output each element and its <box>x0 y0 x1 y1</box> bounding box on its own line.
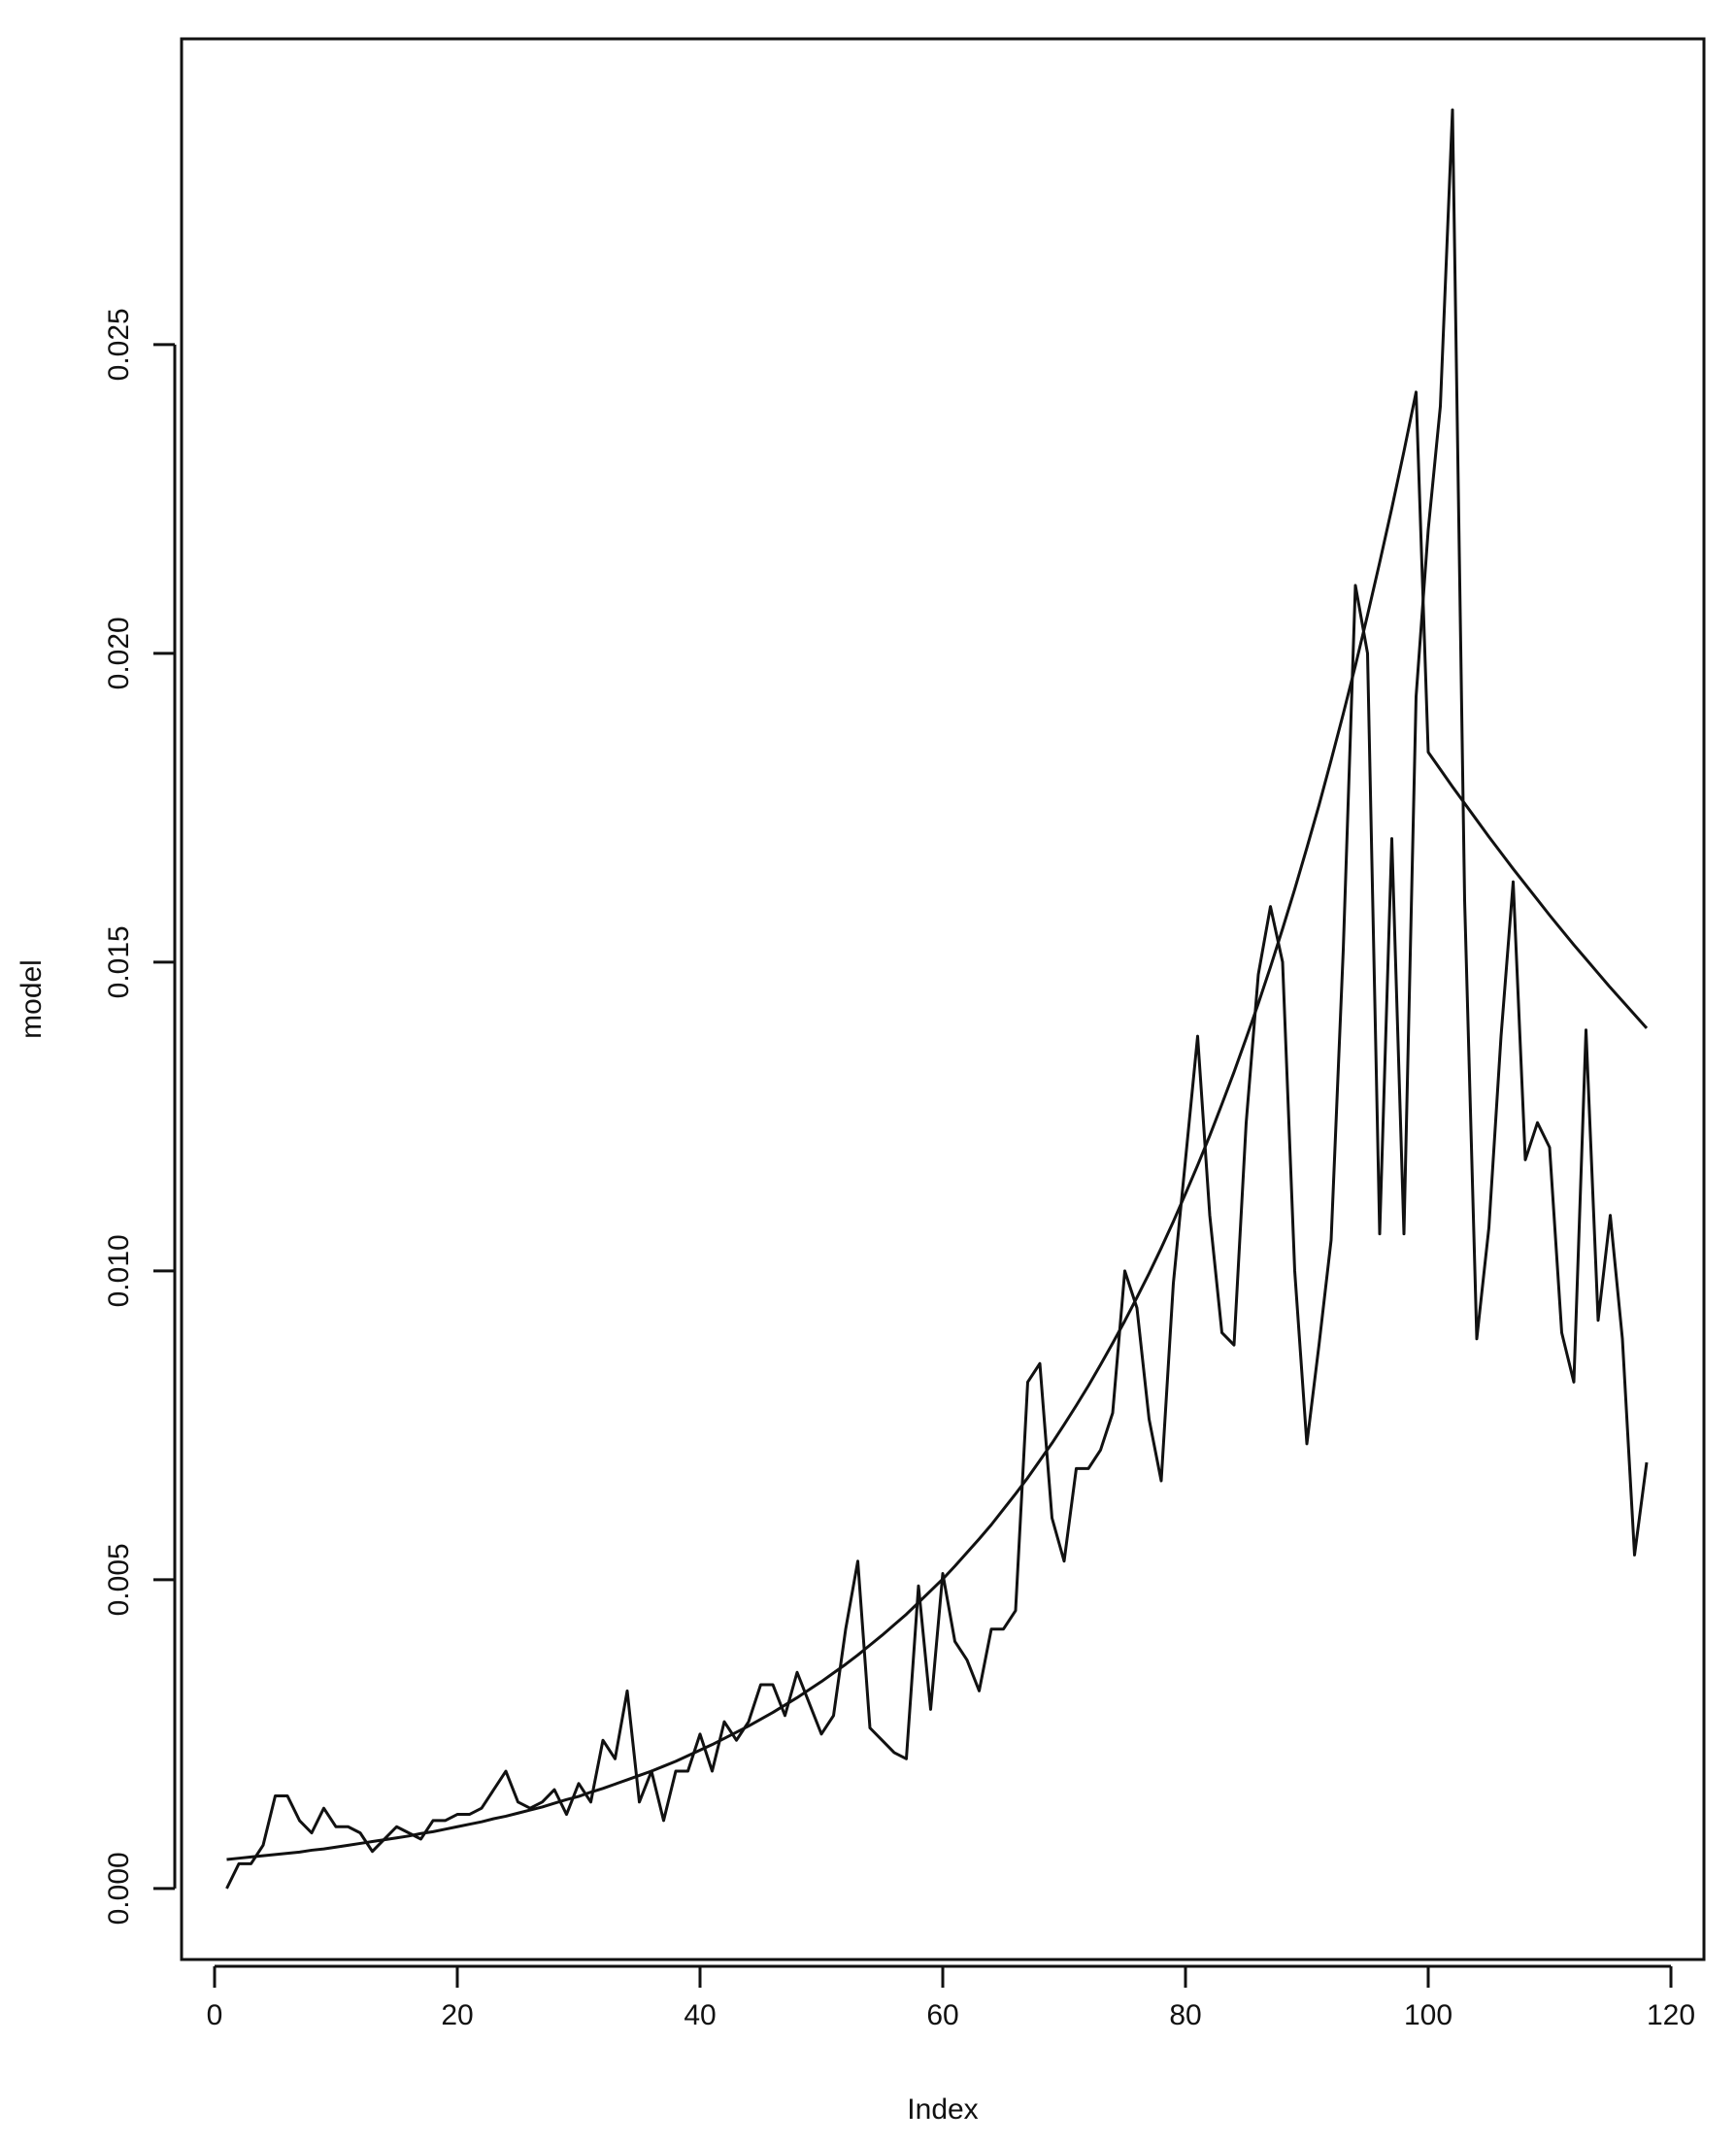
plot-frame <box>180 37 1706 1961</box>
x-axis-label: Index <box>907 2094 978 2126</box>
y-tick-label: 0.020 <box>103 617 135 689</box>
x-tick-label: 60 <box>926 1999 958 2031</box>
y-tick-label: 0.005 <box>103 1543 135 1616</box>
x-axis: 0 20 40 60 80 100 120 <box>207 1964 1695 2031</box>
x-tick-label: 100 <box>1404 1999 1452 2031</box>
y-tick-label: 0.015 <box>103 925 135 998</box>
x-tick-label: 20 <box>441 1999 473 2031</box>
series-line-1 <box>225 108 1649 1890</box>
series-line-2 <box>226 390 1649 1861</box>
y-tick-label: 0.010 <box>103 1234 135 1307</box>
x-tick-label: 120 <box>1647 1999 1695 2031</box>
y-tick-label: 0.025 <box>103 308 135 381</box>
series-layer <box>225 108 1649 1890</box>
x-tick-label: 80 <box>1169 1999 1201 2031</box>
y-tick-label: 0.000 <box>103 1852 135 1925</box>
x-tick-label: 40 <box>684 1999 716 2031</box>
x-tick-label: 0 <box>207 1999 223 2031</box>
y-axis-label: model <box>16 959 48 1039</box>
y-axis: 0.000 0.005 0.010 0.015 0.020 0.025 <box>103 308 177 1925</box>
